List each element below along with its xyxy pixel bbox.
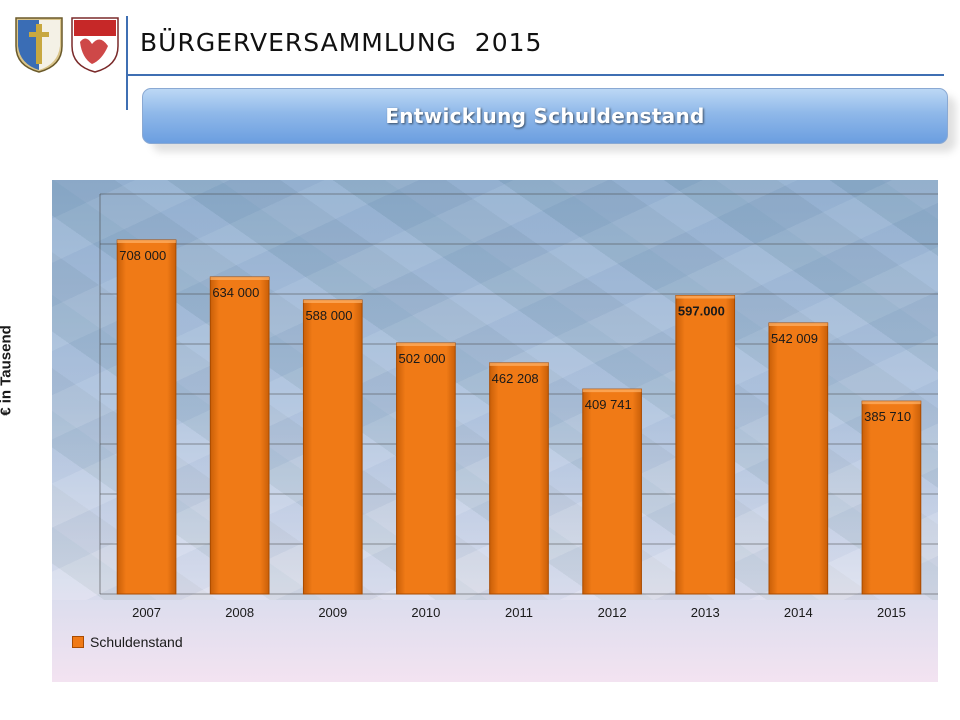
bar-top-highlight: [396, 343, 456, 346]
title-banner: Entwicklung Schuldenstand: [142, 88, 948, 144]
legend-swatch-icon: [72, 636, 84, 648]
x-tick-label-2007: 2007: [132, 605, 161, 620]
data-label-2008: 634 000: [212, 285, 259, 300]
bar-top-highlight: [769, 322, 828, 326]
x-tick-label-2008: 2008: [225, 605, 254, 620]
bar-2010: [396, 342, 456, 595]
x-tick-label-2012: 2012: [598, 605, 627, 620]
banner-title: Entwicklung Schuldenstand: [385, 104, 705, 128]
header-vertical-rule: [126, 16, 128, 110]
data-label-2009: 588 000: [305, 308, 352, 323]
bar-top-highlight: [862, 401, 921, 405]
left-crest-icon: [15, 17, 63, 73]
bar-top-highlight: [582, 389, 642, 393]
data-label-2010: 502 000: [399, 351, 446, 366]
header-horizontal-rule: [126, 74, 944, 76]
data-label-2014: 542 009: [771, 331, 818, 346]
bar-2007: [116, 239, 177, 595]
bar-2008: [209, 276, 270, 595]
bar-2015: [861, 400, 922, 595]
x-tick-label-2010: 2010: [411, 605, 440, 620]
bar-top-highlight: [117, 240, 176, 243]
header-title: BÜRGERVERSAMMLUNG 2015: [140, 28, 543, 57]
bar-top-highlight: [489, 362, 549, 366]
bar-top-highlight: [303, 300, 363, 303]
chart-legend: Schuldenstand: [72, 634, 183, 650]
data-label-2012: 409 741: [585, 397, 632, 412]
data-label-2015: 385 710: [864, 409, 911, 424]
x-tick-label-2014: 2014: [784, 605, 813, 620]
bar-2009: [302, 299, 363, 595]
x-tick-label-2009: 2009: [318, 605, 347, 620]
bar-2011: [489, 362, 549, 595]
data-label-2007: 708 000: [119, 248, 166, 263]
y-axis-label: € in Tausend: [0, 325, 15, 416]
bar-2014: [768, 322, 829, 595]
x-tick-label-2015: 2015: [877, 605, 906, 620]
data-label-2011: 462 208: [492, 371, 539, 386]
bar-top-highlight: [210, 277, 269, 280]
bar-top-highlight: [675, 295, 735, 299]
bar-2013: [675, 295, 736, 595]
data-label-2013: 597.000: [678, 304, 725, 319]
bar-2012: [582, 388, 642, 595]
coat-of-arms-logos: [15, 17, 119, 73]
x-tick-label-2011: 2011: [505, 605, 533, 620]
legend-label: Schuldenstand: [90, 634, 183, 650]
right-crest-icon: [71, 17, 119, 73]
x-tick-label-2013: 2013: [691, 605, 720, 620]
